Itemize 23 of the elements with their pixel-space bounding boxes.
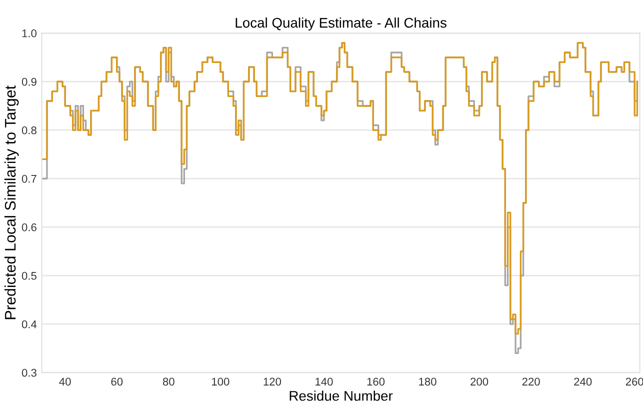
x-axis-title: Residue Number — [290, 390, 393, 401]
x-tick-label: 140 — [316, 378, 333, 386]
y-tick-label: 0.4 — [22, 320, 37, 328]
y-tick-label: 0.8 — [22, 126, 36, 134]
x-tick-label: 60 — [111, 378, 123, 386]
y-axis-title: Predicted Local Similarity to Target — [4, 86, 19, 320]
y-tick-label: 0.3 — [22, 368, 36, 377]
x-tick-label: 120 — [264, 378, 282, 386]
y-tick-label: 0.9 — [22, 78, 36, 86]
y-tick-label: 0.6 — [22, 223, 36, 232]
x-tick-label: 160 — [367, 378, 385, 386]
x-tick-label: 180 — [419, 378, 436, 386]
chart-title: Local Quality Estimate - All Chains — [236, 18, 446, 30]
x-tick-label: 100 — [212, 378, 230, 386]
y-tick-label: 0.7 — [22, 174, 36, 183]
y-tick-label: 1.0 — [22, 29, 36, 38]
y-tick-label: 0.5 — [22, 272, 36, 280]
x-tick-label: 240 — [574, 378, 592, 386]
x-tick-label: 260 — [626, 378, 643, 386]
x-tick-label: 80 — [162, 378, 174, 386]
x-tick-label: 200 — [470, 378, 488, 386]
x-tick-label: 40 — [59, 378, 71, 386]
x-tick-label: 220 — [522, 378, 540, 386]
